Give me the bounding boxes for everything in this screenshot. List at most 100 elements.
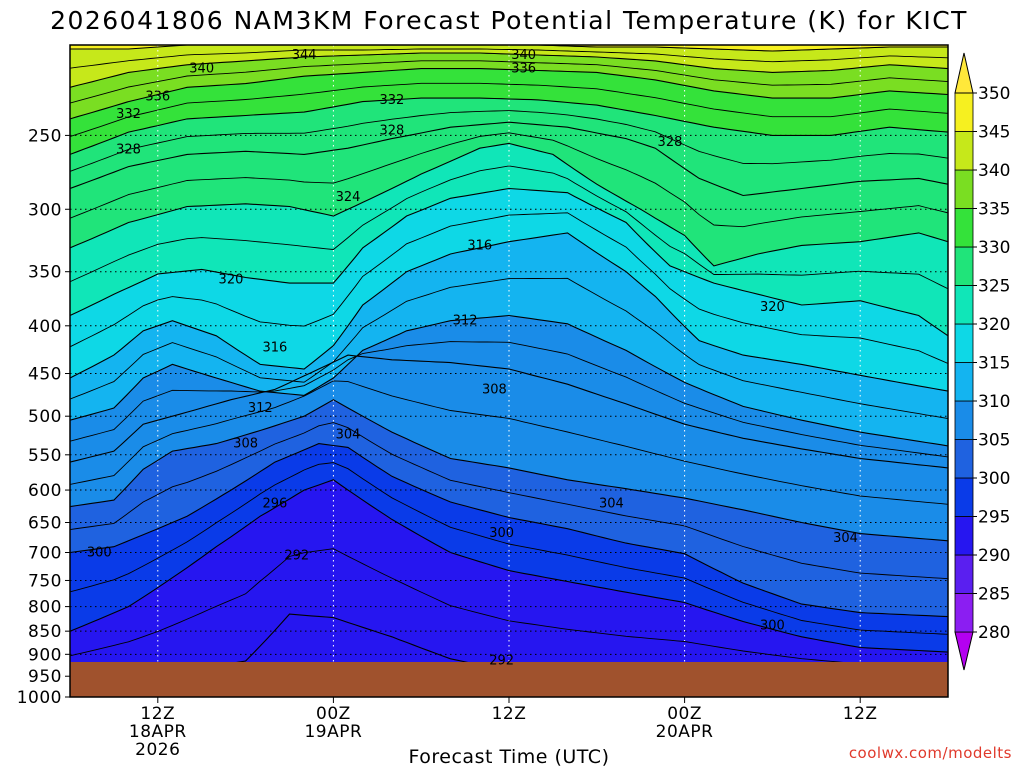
colorbar-label-330: 330 — [978, 238, 1010, 258]
y-tick-label-500: 500 — [28, 407, 62, 427]
isentrope-324 — [70, 142, 948, 267]
isentrope-334 — [70, 82, 948, 138]
colorbar-label-325: 325 — [978, 277, 1010, 297]
isentrope-304 — [70, 399, 948, 542]
colorbar-swatch-305 — [954, 400, 974, 440]
colorbar-swatch-295 — [954, 477, 974, 517]
x-tick-label-time: 00Z — [316, 704, 351, 724]
colorbar-label-315: 315 — [978, 354, 1010, 374]
colorbar-swatch-285 — [954, 554, 974, 594]
colorbar-swatch-290 — [954, 516, 974, 556]
y-tick-label-250: 250 — [28, 126, 62, 146]
contour-label-316: 316 — [467, 238, 492, 253]
y-tick-label-400: 400 — [28, 317, 62, 337]
x-tick-label-time: 12Z — [140, 704, 175, 724]
isentrope-300 — [70, 443, 948, 618]
y-axis: 250 300 350 400 450 500 550 600 650 700 750 800 850 9… — [17, 126, 70, 708]
colorbar-swatch-330 — [954, 208, 974, 248]
colorbar-label-300: 300 — [978, 469, 1010, 489]
contour-label-320: 320 — [219, 273, 244, 288]
y-tick-label-350: 350 — [28, 263, 62, 283]
colorbar-swatch-335 — [954, 169, 974, 209]
isentrope-342 — [70, 48, 948, 69]
y-tick-label-450: 450 — [28, 365, 62, 385]
x-tick-label-date: 19APR — [304, 722, 362, 742]
chart-title: 2026041806 NAM3KM Forecast Potential Tem… — [50, 6, 968, 35]
colorbar-swatch-315 — [954, 323, 974, 363]
contour-label-300: 300 — [87, 546, 112, 561]
ground-below-surface — [70, 662, 948, 697]
isentrope-306 — [70, 380, 948, 505]
y-tick-label-1000: 1000 — [17, 688, 62, 708]
contour-label-300: 300 — [489, 526, 514, 541]
isentrope-338 — [70, 60, 948, 104]
plot-area — [70, 45, 948, 697]
contour-label-328: 328 — [380, 124, 405, 139]
contour-label-308: 308 — [482, 382, 507, 397]
colorbar-label-320: 320 — [978, 315, 1010, 335]
theta-filled-contours — [70, 45, 948, 697]
colorbar-label-280: 280 — [978, 623, 1010, 643]
contour-label-332: 332 — [380, 93, 405, 108]
y-tick-label-550: 550 — [28, 446, 62, 466]
colorbar-label-305: 305 — [978, 431, 1010, 451]
isentrope-314 — [70, 277, 948, 419]
colorbar: 280 285 290 295 300 305 310 315 320 325 330 335 340 3… — [954, 52, 1010, 671]
isentrope-344 — [70, 45, 948, 52]
isentrope-332 — [70, 97, 948, 155]
colorbar-label-310: 310 — [978, 392, 1010, 412]
contour-label-328: 328 — [658, 135, 683, 150]
contour-label-292: 292 — [489, 654, 514, 669]
x-tick-label-time: 12Z — [843, 704, 878, 724]
y-tick-label-950: 950 — [28, 667, 62, 687]
contour-label-320: 320 — [760, 300, 785, 315]
y-tick-label-300: 300 — [28, 200, 62, 220]
colorbar-swatch-300 — [954, 439, 974, 479]
fill-band-340 — [70, 45, 948, 88]
isentrope-298 — [70, 462, 948, 635]
colorbar-label-350: 350 — [978, 84, 1010, 104]
contour-label-312: 312 — [453, 314, 478, 329]
x-tick-label-time: 12Z — [492, 704, 527, 724]
contour-label-312: 312 — [248, 401, 273, 416]
colorbar-arrow-high — [954, 52, 974, 94]
isentrope-316 — [70, 232, 948, 392]
isentrope-308 — [70, 354, 948, 469]
y-tick-label-650: 650 — [28, 513, 62, 533]
x-tick-label-year: 2026 — [135, 740, 180, 760]
colorbar-label-285: 285 — [978, 585, 1010, 605]
colorbar-label-345: 345 — [978, 123, 1010, 143]
colorbar-arrow-low — [954, 631, 974, 671]
colorbar-label-295: 295 — [978, 508, 1010, 528]
contour-label-300: 300 — [760, 618, 785, 633]
y-tick-label-750: 750 — [28, 571, 62, 591]
isentrope-322 — [70, 165, 948, 290]
contour-labels: 300 296 292 300 304 304 300 292 308 312 304 308 312 3… — [87, 48, 858, 669]
isentrope-318 — [70, 212, 948, 364]
y-tick-label-850: 850 — [28, 622, 62, 642]
colorbar-swatch-340 — [954, 131, 974, 171]
contour-label-344: 344 — [292, 48, 317, 63]
contour-label-304: 304 — [336, 427, 361, 442]
contour-label-328: 328 — [116, 143, 141, 158]
isentrope-310 — [70, 341, 948, 458]
contour-label-304: 304 — [599, 496, 624, 511]
contour-label-336: 336 — [145, 89, 170, 104]
contour-label-296: 296 — [262, 496, 287, 511]
isentrope-302 — [70, 422, 948, 580]
colorbar-swatch-280 — [954, 593, 974, 633]
isentrope-336 — [70, 68, 948, 120]
credit-text: coolwx.com/modelts — [849, 744, 1012, 762]
y-tick-label-900: 900 — [28, 645, 62, 665]
colorbar-label-340: 340 — [978, 161, 1010, 181]
isentrope-296 — [70, 479, 948, 653]
contour-label-336: 336 — [511, 62, 536, 77]
isentrope-294 — [70, 548, 948, 667]
colorbar-swatch-345 — [954, 92, 974, 132]
isentrope-326 — [70, 132, 948, 228]
y-tick-label-700: 700 — [28, 544, 62, 564]
isentrope-340 — [70, 52, 948, 88]
colorbar-swatch-320 — [954, 285, 974, 325]
x-tick-label-date: 18APR — [129, 722, 187, 742]
